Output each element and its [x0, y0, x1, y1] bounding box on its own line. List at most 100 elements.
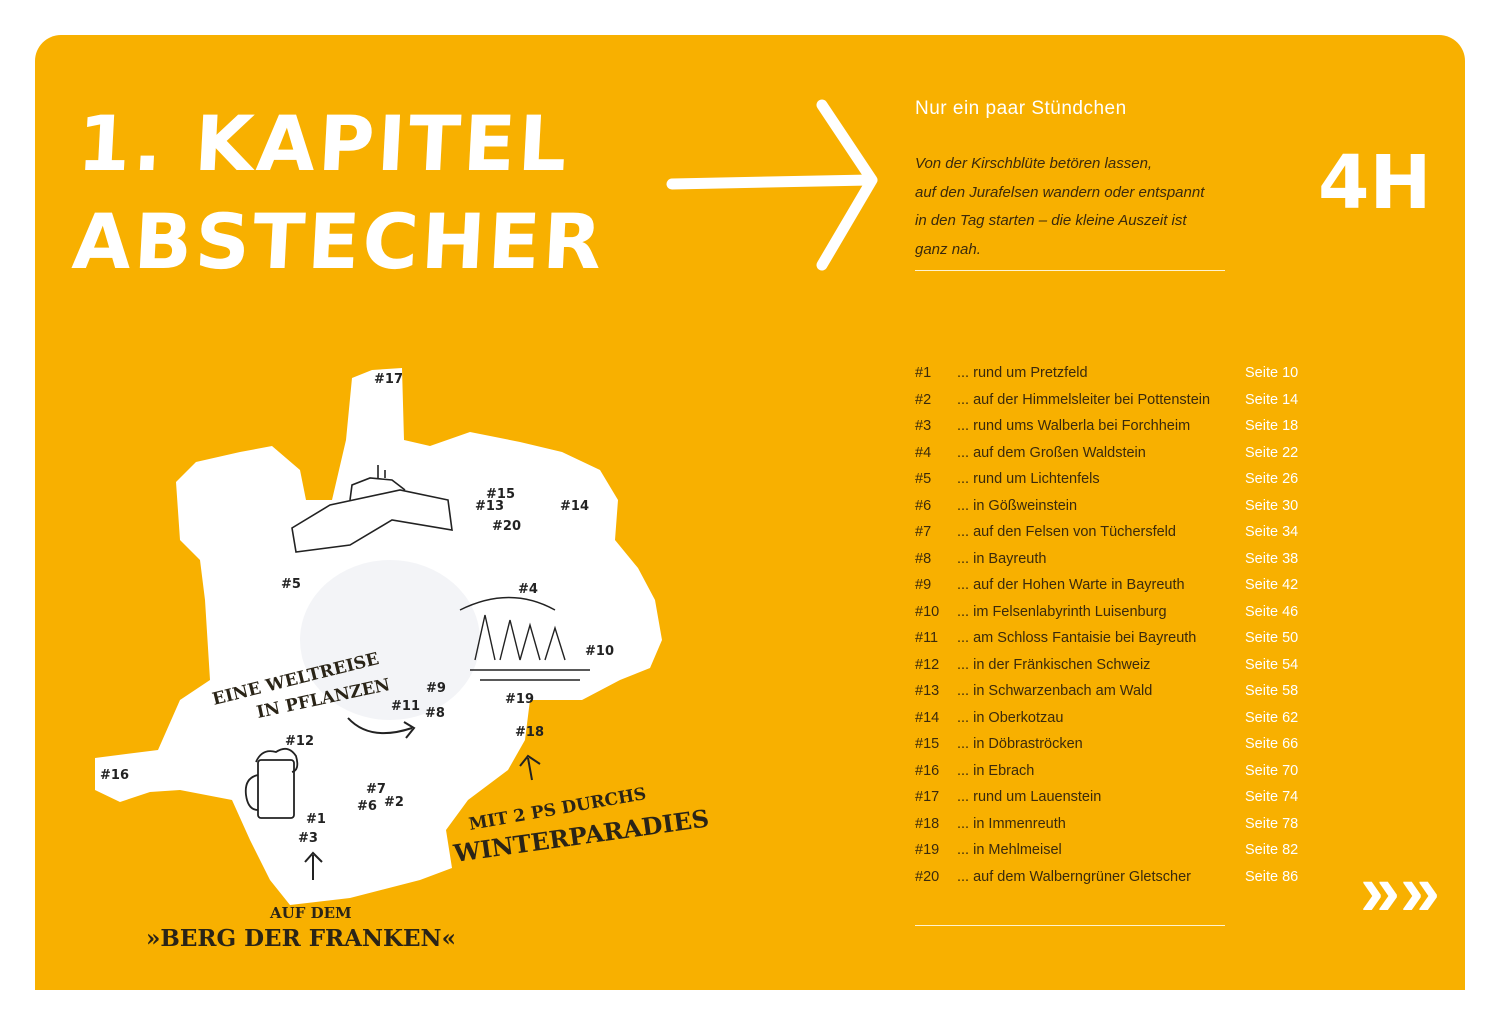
marker: #8	[425, 706, 445, 721]
toc-row[interactable]: #5 ... rund um Lichtenfels Seite 26	[915, 466, 1315, 493]
toc-title: ... auf der Himmelsleiter bei Pottenstei…	[957, 391, 1211, 408]
arrow-up-icon	[304, 851, 323, 880]
caption-berg-der-franken: AUF DEM »BERG DER FRANKEN«	[146, 904, 456, 952]
toc-row[interactable]: #4 ... auf dem Großen Waldstein Seite 22	[915, 440, 1315, 467]
toc-title: ... auf den Felsen von Tüchersfeld	[957, 524, 1176, 541]
toc-number: #20	[915, 868, 940, 885]
toc-title: ... im Felsenlabyrinth Luisenburg	[957, 603, 1167, 620]
toc-number: #7	[915, 524, 932, 541]
marker: #18	[515, 725, 544, 740]
intro-line: Von der Kirschblüte betören lassen,	[915, 155, 1153, 172]
toc-page: Seite 14	[1245, 391, 1299, 408]
toc-row[interactable]: #10 ... im Felsenlabyrinth Luisenburg Seit…	[915, 599, 1315, 626]
next-symbol: »»	[1360, 851, 1441, 931]
toc-title: ... rund um Pretzfeld	[957, 365, 1088, 382]
marker: #16	[100, 768, 129, 783]
toc-number: #4	[915, 444, 932, 461]
arrow-curved-icon	[347, 717, 413, 735]
toc-page: Seite 22	[1245, 444, 1299, 461]
marker: #12	[285, 734, 314, 749]
forest-drawing	[459, 596, 590, 681]
marker: #11	[391, 699, 420, 714]
toc-number: #9	[915, 577, 932, 594]
toc-title: ... in Schwarzenbach am Wald	[957, 683, 1153, 700]
toc-number: #13	[915, 683, 940, 700]
toc-title: ... in Bayreuth	[957, 550, 1047, 567]
divider	[915, 925, 1225, 926]
toc-page: Seite 66	[1245, 736, 1299, 753]
toc-title: ... in der Fränkischen Schweiz	[957, 656, 1151, 673]
toc-row[interactable]: #17 ... rund um Lauenstein Seite 74	[915, 784, 1315, 811]
toc-number: #16	[915, 762, 940, 779]
beer-mug-drawing	[244, 747, 299, 819]
toc-row[interactable]: #20 ... auf dem Walberngrüner Gletscher Se…	[915, 864, 1315, 891]
toc-number: #17	[915, 789, 940, 806]
marker: #2	[384, 795, 404, 810]
toc-page: Seite 30	[1245, 497, 1299, 514]
toc-row[interactable]: #19 ... in Mehlmeisel Seite 82	[915, 837, 1315, 864]
toc-title: ... rund ums Walberla bei Forchheim	[957, 418, 1191, 435]
toc-number: #2	[915, 391, 932, 408]
toc-page: Seite 38	[1245, 550, 1299, 567]
marker: #14	[560, 499, 589, 514]
toc-number: #19	[915, 842, 940, 859]
toc-row[interactable]: #18 ... in Immenreuth Seite 78	[915, 811, 1315, 838]
marker: #20	[492, 519, 521, 534]
toc-row[interactable]: #7 ... auf den Felsen von Tüchersfeld Seit…	[915, 519, 1315, 546]
toc-row[interactable]: #1 ... rund um Pretzfeld Seite 10	[915, 360, 1315, 387]
toc-title: ... auf der Hohen Warte in Bayreuth	[957, 577, 1185, 594]
toc-number: #8	[915, 550, 932, 567]
toc-page: Seite 74	[1245, 789, 1299, 806]
toc-page: Seite 82	[1245, 842, 1299, 859]
toc-number: #11	[915, 630, 939, 647]
subheading: Nur ein paar Stündchen	[915, 98, 1127, 119]
toc-page: Seite 50	[1245, 630, 1299, 647]
toc-page: Seite 78	[1245, 815, 1299, 832]
svg-text:AUF DEM: AUF DEM	[269, 904, 352, 922]
marker: #1	[306, 812, 326, 827]
toc-row[interactable]: #11 ... am Schloss Fantaisie bei Bayreuth…	[915, 625, 1315, 652]
toc-row[interactable]: #15 ... in Döbraströcken Seite 66	[915, 731, 1315, 758]
toc-title: ... in Oberkotzau	[957, 709, 1064, 726]
toc-row[interactable]: #2 ... auf der Himmelsleiter bei Pottenst…	[915, 387, 1315, 414]
toc-page: Seite 58	[1245, 683, 1299, 700]
marker: #13	[475, 499, 504, 514]
toc-page: Seite 42	[1245, 577, 1299, 594]
map-markers: #17 #15 #13 #20 #14 #5 #4 #10 #9 #11 #8 …	[100, 372, 614, 846]
intro-text: Von der Kirschblüte betören lassen, auf …	[915, 150, 1235, 264]
marker: #19	[505, 692, 534, 707]
toc-number: #5	[915, 471, 932, 488]
toc-page: Seite 18	[1245, 418, 1299, 435]
divider	[915, 270, 1225, 271]
toc-page: Seite 46	[1245, 603, 1299, 620]
toc-title: ... in Mehlmeisel	[957, 842, 1062, 859]
duration-badge: 4H	[1318, 140, 1432, 226]
toc-row[interactable]: #13 ... in Schwarzenbach am Wald Seite 58	[915, 678, 1315, 705]
toc-row[interactable]: #9 ... auf der Hohen Warte in Bayreuth Sei…	[915, 572, 1315, 599]
castle-drawing	[291, 465, 453, 553]
intro-line: auf den Jurafelsen wandern oder entspann…	[915, 183, 1205, 201]
toc-title: ... in Ebrach	[957, 762, 1035, 779]
toc-number: #18	[915, 815, 940, 832]
toc-row[interactable]: #16 ... in Ebrach Seite 70	[915, 758, 1315, 785]
toc-title: ... in Gößweinstein	[957, 497, 1078, 514]
marker: #6	[357, 799, 377, 814]
marker: #17	[374, 372, 403, 387]
arrow-up-icon	[519, 754, 541, 781]
toc-row[interactable]: #6 ... in Gößweinstein Seite 30	[915, 493, 1315, 520]
intro-line: ganz nah.	[915, 240, 981, 258]
marker: #7	[366, 782, 386, 797]
toc-row[interactable]: #12 ... in der Fränkischen Schweiz Seite 5…	[915, 652, 1315, 679]
toc-number: #10	[915, 603, 940, 620]
toc-row[interactable]: #8 ... in Bayreuth Seite 38	[915, 546, 1315, 573]
toc-title: ... rund um Lauenstein	[957, 789, 1102, 806]
toc-row[interactable]: #14 ... in Oberkotzau Seite 62	[915, 705, 1315, 732]
toc-title: ... am Schloss Fantaisie bei Bayreuth	[957, 630, 1197, 647]
toc-page: Seite 54	[1245, 656, 1299, 673]
marker: #9	[426, 681, 446, 696]
marker: #4	[518, 582, 538, 597]
toc-title: ... auf dem Walberngrüner Gletscher	[957, 868, 1191, 885]
double-chevron-right-icon[interactable]: »»	[1360, 855, 1440, 927]
toc-number: #14	[915, 709, 940, 726]
toc-row[interactable]: #3 ... rund ums Walberla bei Forchheim Sei…	[915, 413, 1315, 440]
